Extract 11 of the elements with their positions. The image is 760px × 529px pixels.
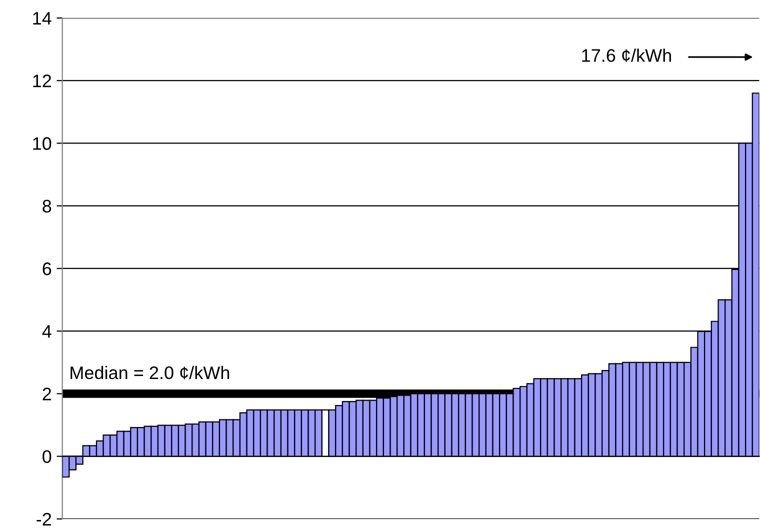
y-tick-label: -2 (36, 512, 51, 526)
y-tick-label: 2 (42, 388, 51, 400)
ref-line-label: Median = 2.0 ¢/kWh (70, 366, 230, 380)
y-tick-label: 10 (33, 137, 52, 150)
y-tick-label: 6 (42, 262, 52, 276)
y-tick-label: 0 (42, 450, 52, 464)
annotation: 17.6 ¢/kWh (582, 48, 671, 62)
y-tick-label: 14 (33, 12, 52, 25)
y-tick-label: 8 (42, 200, 52, 213)
y-tick-label: 4 (42, 325, 52, 338)
y-tick-label: 12 (33, 74, 51, 88)
